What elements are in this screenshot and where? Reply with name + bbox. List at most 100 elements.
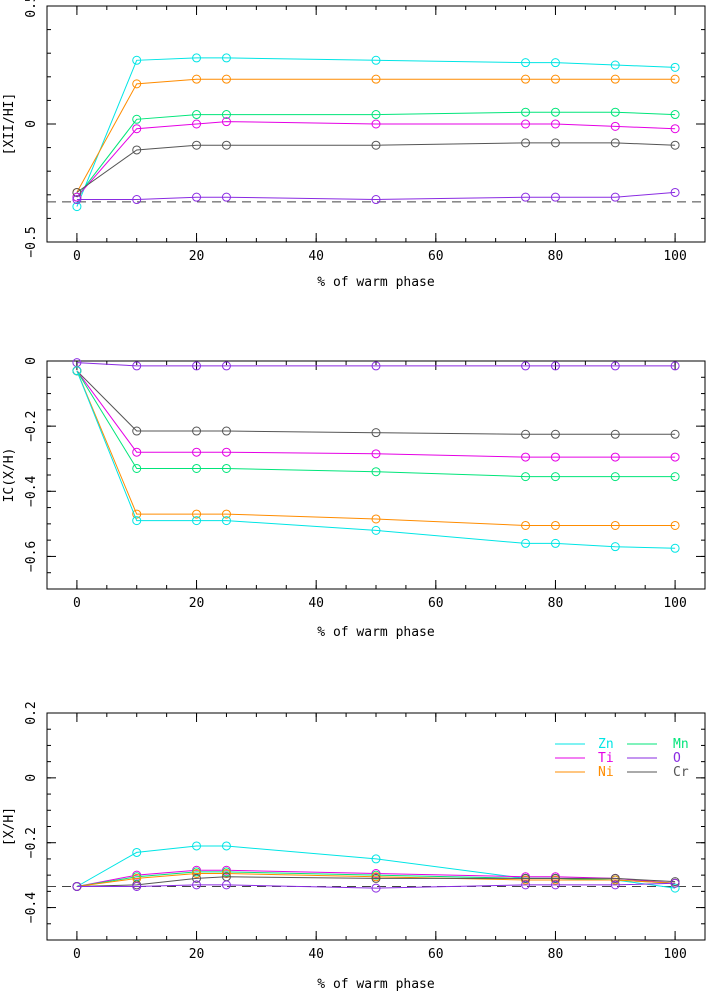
data-point-ti bbox=[132, 447, 142, 457]
data-point-zn bbox=[550, 58, 560, 68]
data-point-o bbox=[132, 881, 142, 891]
series-line-ti bbox=[76, 121, 676, 198]
series-line-o bbox=[76, 191, 676, 201]
x-tick-label: 60 bbox=[428, 596, 444, 611]
data-point-zn bbox=[221, 841, 231, 851]
series-line-mn bbox=[76, 111, 676, 198]
series-line-mn bbox=[76, 871, 676, 887]
x-tick-label: 40 bbox=[308, 947, 324, 962]
x-axis-label: % of warm phase bbox=[317, 625, 435, 640]
x-tick-label: 100 bbox=[663, 596, 686, 611]
data-point-o bbox=[132, 195, 142, 205]
y-tick-label: −0.2 bbox=[24, 410, 39, 441]
legend-label-cr: Cr bbox=[673, 765, 689, 780]
data-point-zn bbox=[371, 55, 381, 65]
x-tick-label: 20 bbox=[189, 596, 205, 611]
data-point-zn bbox=[521, 58, 531, 68]
data-point-ti bbox=[610, 121, 620, 131]
data-point-cr bbox=[371, 428, 381, 438]
data-point-zn bbox=[371, 525, 381, 535]
series-line-ni bbox=[76, 873, 676, 887]
data-point-zn bbox=[670, 62, 680, 72]
data-point-mn bbox=[521, 472, 531, 482]
x-tick-label: 60 bbox=[428, 947, 444, 962]
data-point-zn bbox=[521, 538, 531, 548]
series-line-cr bbox=[76, 370, 676, 435]
data-point-zn bbox=[670, 883, 680, 893]
x-tick-label: 80 bbox=[548, 596, 564, 611]
data-point-ti bbox=[192, 447, 202, 457]
data-point-o bbox=[192, 361, 202, 371]
data-point-ni bbox=[221, 509, 231, 519]
data-point-mn bbox=[132, 463, 142, 473]
data-point-ti bbox=[221, 117, 231, 127]
data-point-zn bbox=[192, 841, 202, 851]
x-axis-label: % of warm phase bbox=[317, 977, 435, 992]
data-point-o bbox=[132, 361, 142, 371]
data-point-ni bbox=[221, 869, 231, 879]
x-tick-label: 0 bbox=[73, 249, 81, 264]
data-point-cr bbox=[221, 140, 231, 150]
data-point-o bbox=[221, 361, 231, 371]
data-point-cr bbox=[192, 873, 202, 883]
data-point-ni bbox=[221, 74, 231, 84]
data-point-mn bbox=[371, 467, 381, 477]
data-point-ti bbox=[72, 192, 82, 202]
data-point-o bbox=[371, 883, 381, 893]
data-point-zn bbox=[221, 53, 231, 63]
data-point-cr bbox=[610, 138, 620, 148]
plot-frame bbox=[46, 360, 706, 590]
data-point-zn bbox=[610, 542, 620, 552]
data-point-ti bbox=[670, 124, 680, 134]
x-tick-label: 80 bbox=[548, 249, 564, 264]
data-point-ni bbox=[192, 74, 202, 84]
data-point-ni bbox=[610, 520, 620, 530]
series-line-ti bbox=[76, 869, 676, 887]
data-point-mn bbox=[670, 472, 680, 482]
data-point-cr bbox=[192, 140, 202, 150]
data-point-cr bbox=[550, 429, 560, 439]
data-point-cr bbox=[610, 429, 620, 439]
data-point-o bbox=[72, 881, 82, 891]
data-point-zn bbox=[72, 366, 82, 376]
x-tick-label: 40 bbox=[308, 596, 324, 611]
data-point-cr bbox=[192, 426, 202, 436]
series-line-ni bbox=[76, 370, 676, 526]
data-point-ni bbox=[670, 520, 680, 530]
data-point-mn bbox=[192, 463, 202, 473]
x-tick-label: 20 bbox=[189, 249, 205, 264]
x-tick-label: 100 bbox=[663, 947, 686, 962]
series-line-o bbox=[76, 362, 676, 367]
y-tick-label: 0 bbox=[24, 357, 39, 365]
data-point-o bbox=[670, 361, 680, 371]
data-point-cr bbox=[521, 429, 531, 439]
data-point-mn bbox=[550, 472, 560, 482]
data-point-o bbox=[550, 361, 560, 371]
y-tick-label: −0.4 bbox=[24, 892, 39, 923]
data-point-zn bbox=[72, 202, 82, 212]
data-point-cr bbox=[221, 426, 231, 436]
data-point-cr bbox=[72, 187, 82, 197]
data-point-mn bbox=[192, 110, 202, 120]
data-point-mn bbox=[610, 107, 620, 117]
data-point-cr bbox=[670, 140, 680, 150]
data-point-zn bbox=[132, 55, 142, 65]
x-tick-label: 20 bbox=[189, 947, 205, 962]
data-point-ni bbox=[192, 509, 202, 519]
data-point-o bbox=[192, 192, 202, 202]
data-point-mn bbox=[521, 107, 531, 117]
y-axis-label: IC(X/H) bbox=[2, 448, 17, 503]
data-point-cr bbox=[132, 426, 142, 436]
data-point-zn bbox=[550, 538, 560, 548]
x-tick-label: 0 bbox=[73, 596, 81, 611]
data-point-ni bbox=[670, 74, 680, 84]
data-point-o bbox=[192, 880, 202, 890]
y-axis-label: [X/H] bbox=[2, 807, 17, 846]
data-point-o bbox=[221, 880, 231, 890]
legend-label-mn: Mn bbox=[673, 737, 689, 752]
data-point-ni bbox=[521, 520, 531, 530]
data-point-mn bbox=[221, 463, 231, 473]
data-point-o bbox=[670, 187, 680, 197]
y-axis-label: [XII/HI] bbox=[2, 93, 17, 156]
x-tick-label: 0 bbox=[73, 947, 81, 962]
